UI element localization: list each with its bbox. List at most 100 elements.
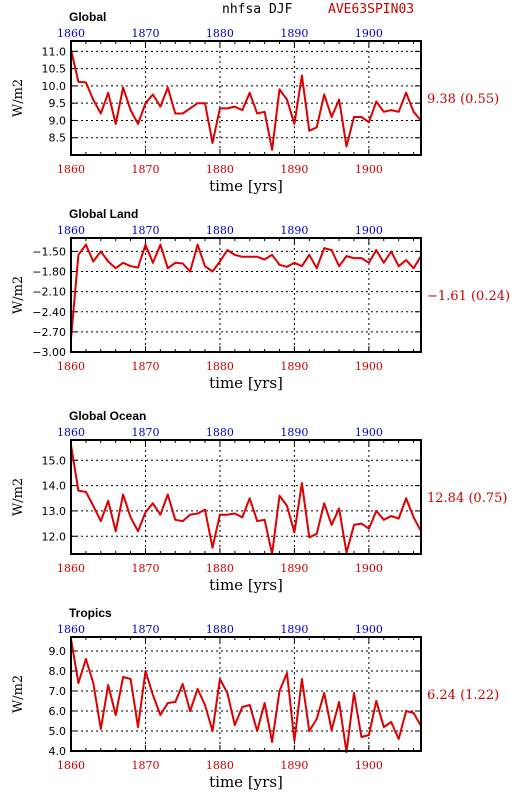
data-point (375, 700, 378, 702)
x-tick-label: 1870 (131, 360, 159, 373)
data-point (233, 724, 236, 726)
x-tick-label: 1900 (355, 759, 383, 772)
data-point (248, 91, 251, 94)
data-point (77, 253, 80, 256)
data-point (144, 243, 147, 246)
data-point (129, 265, 132, 268)
data-point (219, 513, 221, 516)
data-point (166, 493, 169, 496)
x-tick-label-top: 1860 (57, 27, 85, 40)
case-header: AVE63SPIN03 (328, 2, 414, 17)
data-point (174, 261, 177, 264)
data-point (293, 531, 296, 534)
data-point (92, 505, 95, 507)
data-point (301, 678, 303, 680)
x-axis-label: time [yrs] (209, 374, 283, 392)
y-tick-label: −3.00 (32, 346, 66, 359)
data-point (99, 520, 102, 522)
data-point (353, 257, 355, 259)
data-point (301, 265, 303, 268)
data-point (256, 520, 259, 522)
data-point (301, 74, 303, 77)
data-point (397, 738, 400, 740)
data-point (308, 536, 311, 539)
data-point (85, 658, 87, 660)
data-point (353, 524, 355, 526)
data-point (375, 100, 378, 103)
data-point (405, 710, 407, 712)
data-point (107, 260, 110, 263)
plot-frame (70, 636, 422, 752)
series-line (70, 444, 422, 555)
data-point (107, 91, 110, 94)
data-point (308, 129, 311, 132)
x-tick-label: 1860 (57, 360, 85, 373)
data-point (412, 110, 415, 113)
x-tick-label: 1860 (57, 163, 85, 176)
x-tick-label-top: 1880 (206, 224, 234, 237)
data-point (92, 98, 95, 101)
data-point (286, 265, 288, 268)
data-point (271, 253, 273, 256)
data-point (137, 123, 139, 125)
x-tick-label: 1880 (206, 360, 234, 373)
data-point (204, 508, 206, 511)
data-point (241, 516, 244, 519)
data-point (338, 265, 340, 268)
y-tick-label: 9.0 (49, 645, 67, 658)
x-tick-label: 1900 (355, 163, 383, 176)
data-point (405, 91, 407, 94)
data-point (397, 110, 400, 113)
y-tick-label: 5.0 (49, 725, 67, 738)
data-point (353, 116, 355, 118)
data-point (256, 255, 259, 258)
y-axis-label: W/m2 (11, 478, 26, 516)
x-tick-label: 1870 (131, 759, 159, 772)
data-point (263, 258, 266, 261)
data-point (382, 518, 385, 521)
data-point (77, 80, 80, 83)
y-tick-label: 10.5 (42, 63, 67, 76)
data-point (99, 728, 102, 730)
data-point (397, 517, 400, 520)
data-point (301, 482, 303, 484)
data-point (286, 98, 288, 101)
y-axis-label: W/m2 (11, 276, 26, 314)
data-point (122, 86, 124, 89)
x-tick-label: 1860 (57, 562, 85, 575)
x-tick-label-top: 1860 (57, 623, 85, 636)
y-tick-label: 4.0 (49, 745, 67, 758)
data-point (278, 88, 281, 91)
series-line (70, 638, 422, 753)
data-point (323, 93, 326, 96)
y-tick-label: 13.0 (42, 505, 67, 518)
data-point (233, 253, 236, 256)
x-tick-label-top: 1880 (206, 426, 234, 439)
data-point (360, 257, 363, 259)
panel-title: Global Land (69, 207, 138, 221)
plot-frame (70, 237, 422, 353)
x-tick-label-top: 1890 (280, 27, 308, 40)
data-point (330, 249, 333, 252)
data-point (390, 250, 393, 253)
data-point (204, 102, 206, 105)
x-tick-label: 1880 (206, 759, 234, 772)
data-point (360, 522, 363, 525)
data-point (412, 712, 415, 714)
x-tick-label-top: 1900 (355, 623, 383, 636)
data-point (219, 260, 221, 263)
x-tick-label-top: 1870 (131, 623, 159, 636)
data-point (152, 261, 154, 264)
y-tick-label: −1.80 (32, 266, 66, 279)
data-point (263, 518, 266, 521)
y-axis-label: W/m2 (11, 79, 26, 117)
data-point (159, 105, 162, 108)
data-point (263, 702, 266, 704)
data-point (233, 105, 236, 108)
y-tick-label: −1.50 (32, 245, 66, 258)
y-tick-label: −2.10 (32, 286, 66, 299)
chart-panel-0: Global 1860 1860 1870 1870 1880 1880 1890 1890 19… (11, 10, 499, 195)
data-point (152, 93, 154, 96)
data-point (338, 98, 340, 101)
